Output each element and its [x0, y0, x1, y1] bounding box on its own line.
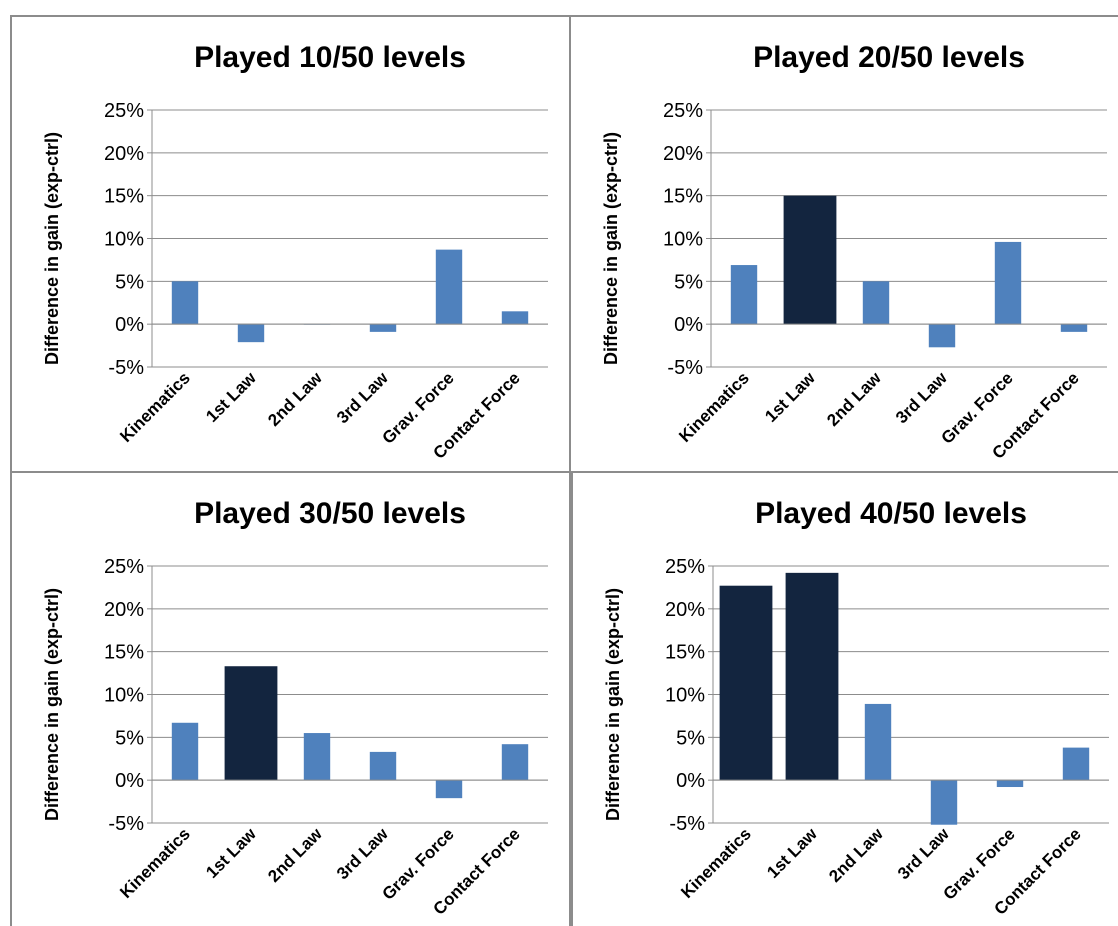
y-tick-label: 5%	[676, 727, 705, 749]
chart-title: Played 20/50 levels	[753, 41, 1025, 74]
bar-contact-force	[1062, 747, 1090, 781]
chart-title: Played 40/50 levels	[755, 497, 1027, 530]
y-tick-label: 10%	[104, 229, 144, 251]
y-tick-label: -5%	[108, 813, 144, 835]
x-tick-label: 1st Law	[761, 368, 819, 426]
bar-2nd-law	[862, 281, 890, 325]
bar-3rd-law	[930, 780, 958, 825]
bar-kinematics	[719, 585, 773, 781]
bar-kinematics	[171, 722, 199, 781]
y-axis-label: Difference in gain (exp-ctrl)	[42, 132, 62, 365]
x-tick-label: 2nd Law	[264, 824, 326, 886]
y-tick-label: 0%	[674, 314, 703, 336]
bar-grav-force	[435, 780, 463, 799]
bar-3rd-law	[928, 324, 956, 348]
chart-panel-10: Played 10/50 levels Difference in gain (e…	[10, 15, 571, 473]
bar-2nd-law	[303, 733, 331, 781]
y-tick-label: 20%	[665, 599, 705, 621]
bar-contact-force	[501, 311, 529, 325]
y-tick-label: 0%	[676, 770, 705, 792]
x-tick-label: Kinematics	[675, 368, 753, 446]
x-tick-label: 2nd Law	[264, 368, 326, 430]
x-tick-label: Kinematics	[116, 368, 194, 446]
bar-contact-force	[501, 744, 529, 781]
x-tick-label: 2nd Law	[825, 824, 887, 886]
y-tick-label: 15%	[665, 642, 705, 664]
x-tick-label: 3rd Law	[892, 368, 951, 427]
y-tick-label: 10%	[665, 685, 705, 707]
bar-2nd-law	[864, 703, 892, 781]
bar-1st-law	[237, 324, 265, 343]
y-tick-label: 25%	[104, 556, 144, 578]
bar-3rd-law	[369, 751, 397, 781]
chart-panel-30: Played 30/50 levels Difference in gain (e…	[10, 473, 571, 926]
y-tick-label: 10%	[663, 229, 703, 251]
bar-1st-law	[783, 195, 837, 325]
y-tick-label: 25%	[104, 100, 144, 122]
chart-svg: Played 40/50 levels Difference in gain (e…	[603, 497, 1109, 919]
bar-1st-law	[224, 666, 278, 781]
x-tick-label: 1st Law	[763, 824, 821, 882]
x-tick-label: 1st Law	[202, 368, 260, 426]
y-tick-label: 5%	[115, 271, 144, 293]
y-axis-label: Difference in gain (exp-ctrl)	[601, 132, 621, 365]
x-tick-label: 3rd Law	[894, 824, 953, 883]
y-axis-label: Difference in gain (exp-ctrl)	[603, 588, 623, 821]
x-tick-label: 3rd Law	[333, 824, 392, 883]
y-axis-label: Difference in gain (exp-ctrl)	[42, 588, 62, 821]
bar-kinematics	[730, 265, 758, 325]
x-tick-label: 2nd Law	[823, 368, 885, 430]
y-tick-label: 20%	[104, 599, 144, 621]
bar-3rd-law	[369, 324, 397, 332]
bar-grav-force	[994, 241, 1022, 325]
y-tick-label: 25%	[663, 100, 703, 122]
y-tick-label: -5%	[108, 357, 144, 379]
x-tick-label: 3rd Law	[333, 368, 392, 427]
y-tick-label: 0%	[115, 314, 144, 336]
y-tick-label: 5%	[674, 271, 703, 293]
y-tick-label: 15%	[663, 186, 703, 208]
bar-1st-law	[785, 572, 839, 781]
chart-panel-20: Played 20/50 levels Difference in gain (e…	[569, 15, 1118, 473]
bar-grav-force	[996, 780, 1024, 788]
chart-svg: Played 30/50 levels Difference in gain (e…	[42, 497, 548, 919]
y-tick-label: 5%	[115, 727, 144, 749]
y-tick-label: 20%	[663, 143, 703, 165]
y-tick-label: -5%	[667, 357, 703, 379]
chart-title: Played 10/50 levels	[194, 41, 466, 74]
y-tick-label: 15%	[104, 642, 144, 664]
chart-svg: Played 10/50 levels Difference in gain (e…	[42, 41, 548, 463]
x-tick-label: Kinematics	[116, 824, 194, 902]
chart-title: Played 30/50 levels	[194, 497, 466, 530]
y-tick-label: 25%	[665, 556, 705, 578]
bar-contact-force	[1060, 324, 1088, 332]
y-tick-label: -5%	[669, 813, 705, 835]
x-tick-label: Kinematics	[677, 824, 755, 902]
y-tick-label: 0%	[115, 770, 144, 792]
chart-svg: Played 20/50 levels Difference in gain (e…	[601, 41, 1107, 463]
bar-kinematics	[171, 281, 199, 325]
x-tick-label: 1st Law	[202, 824, 260, 882]
bar-grav-force	[435, 249, 463, 325]
chart-panel-40: Played 40/50 levels Difference in gain (e…	[571, 473, 1118, 926]
y-tick-label: 15%	[104, 186, 144, 208]
y-tick-label: 10%	[104, 685, 144, 707]
y-tick-label: 20%	[104, 143, 144, 165]
